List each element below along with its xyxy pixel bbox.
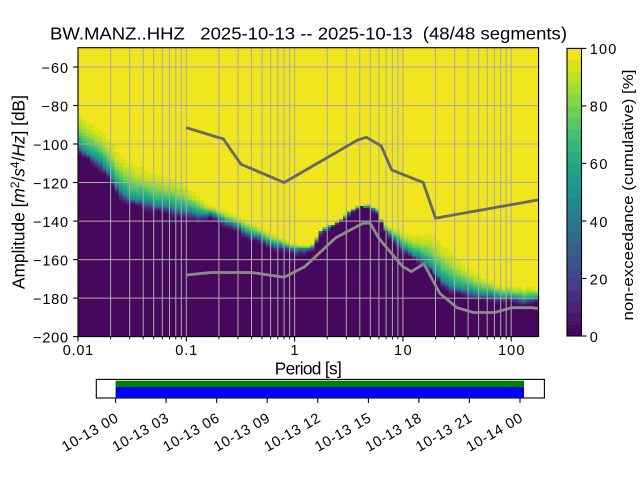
svg-text:0: 0 <box>590 330 598 346</box>
svg-text:−200: −200 <box>33 330 68 346</box>
svg-text:40: 40 <box>590 215 608 231</box>
svg-text:0.01: 0.01 <box>63 343 94 359</box>
svg-text:−160: −160 <box>33 253 68 269</box>
svg-text:−180: −180 <box>33 292 68 308</box>
svg-text:Amplitude [m2/s4/Hz] [dB]: Amplitude [m2/s4/Hz] [dB] <box>8 95 29 289</box>
svg-text:80: 80 <box>590 100 608 116</box>
svg-text:−60: −60 <box>42 61 69 77</box>
svg-text:100: 100 <box>498 343 525 359</box>
svg-text:−100: −100 <box>33 138 68 154</box>
svg-text:0.1: 0.1 <box>175 343 197 359</box>
svg-text:10: 10 <box>394 343 412 359</box>
svg-text:BW.MANZ..HHZ 2025-10-13 -- 2: BW.MANZ..HHZ 2025-10-13 -- 2025-10-13 (4… <box>50 24 567 44</box>
svg-text:1: 1 <box>291 343 299 359</box>
svg-text:−140: −140 <box>33 215 68 231</box>
svg-text:non-exceedance (cumulative) [%: non-exceedance (cumulative) [%] <box>621 70 637 321</box>
svg-text:−80: −80 <box>42 99 69 115</box>
svg-text:60: 60 <box>590 157 608 173</box>
svg-text:100: 100 <box>590 42 617 58</box>
svg-text:20: 20 <box>590 272 608 288</box>
svg-text:−120: −120 <box>33 176 68 192</box>
svg-text:Period [s]: Period [s] <box>275 358 342 378</box>
